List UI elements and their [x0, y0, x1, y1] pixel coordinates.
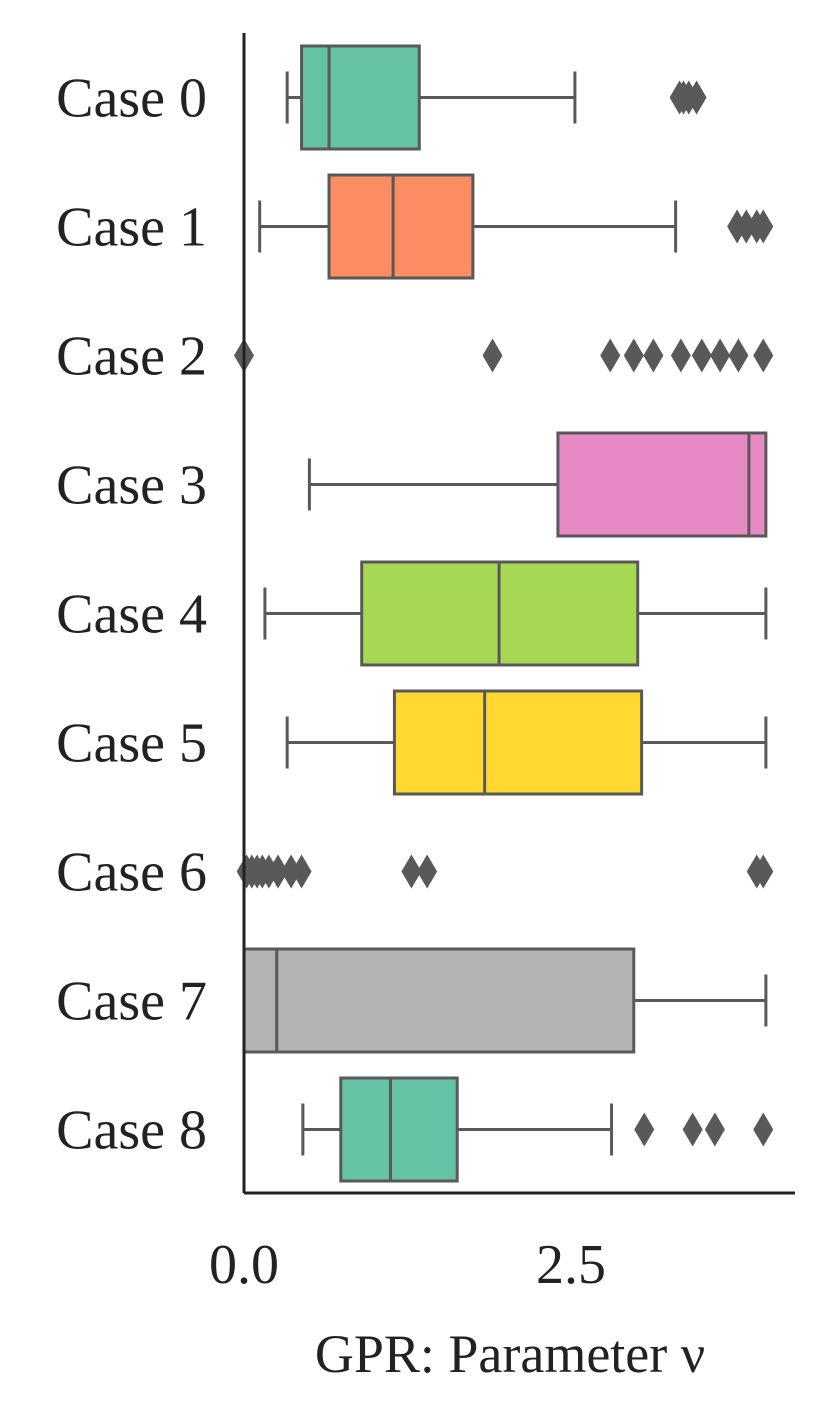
box-group-case-8	[301, 1076, 774, 1183]
outlier-point	[643, 338, 664, 373]
outlier-point	[281, 854, 302, 889]
box-group-case-6	[236, 820, 774, 923]
iqr-box	[327, 173, 475, 280]
y-tick-label: Case 1	[56, 197, 207, 259]
outlier-point	[670, 338, 691, 373]
outlier-point	[728, 338, 749, 373]
box-group-case-4	[263, 560, 768, 667]
y-tick-label: Case 5	[56, 713, 207, 775]
outlier-point	[753, 209, 774, 244]
iqr-box	[556, 431, 768, 538]
y-tick-label: Case 2	[56, 326, 207, 388]
outlier-point	[682, 1112, 703, 1147]
y-tick-label: Case 0	[56, 68, 207, 130]
x-tick-label: 0.0	[209, 1234, 279, 1296]
iqr-box	[339, 1076, 459, 1183]
outlier-point	[634, 1112, 655, 1147]
outlier-point	[600, 338, 621, 373]
outlier-point	[401, 854, 422, 889]
boxes-layer	[234, 44, 774, 1183]
y-tick-label: Case 7	[56, 971, 207, 1033]
outlier-point	[736, 209, 757, 244]
y-tick-label: Case 3	[56, 455, 207, 517]
y-tick-label: Case 6	[56, 842, 207, 904]
iqr-box	[242, 947, 636, 1054]
outlier-point	[753, 1112, 774, 1147]
x-axis-title: GPR: Parameter ν	[315, 1324, 705, 1384]
outlier-point	[417, 854, 438, 889]
labels-layer: Case 0 Case 1 Case 2 Case 3 Case 4 Case 5 Case…	[56, 68, 606, 1297]
box-group-case-7	[242, 947, 768, 1054]
iqr-box	[392, 689, 644, 796]
outlier-point	[753, 338, 774, 373]
box-group-case-0	[285, 44, 707, 151]
outlier-point	[691, 338, 712, 373]
outlier-point	[623, 338, 644, 373]
outlier-point	[753, 854, 774, 889]
outlier-point	[704, 1112, 725, 1147]
box-group-case-3	[307, 431, 768, 538]
outlier-point	[482, 338, 503, 373]
outlier-point	[291, 854, 312, 889]
box-group-case-1	[258, 173, 774, 280]
y-tick-label: Case 8	[56, 1100, 207, 1162]
outlier-point	[686, 80, 707, 115]
iqr-box	[300, 44, 421, 151]
box-group-case-2	[234, 304, 774, 407]
outlier-point	[268, 854, 289, 889]
x-tick-label: 2.5	[536, 1234, 606, 1296]
outlier-point	[710, 338, 731, 373]
axes-layer	[242, 33, 795, 1195]
box-group-case-5	[285, 689, 768, 796]
y-tick-label: Case 4	[56, 584, 207, 646]
